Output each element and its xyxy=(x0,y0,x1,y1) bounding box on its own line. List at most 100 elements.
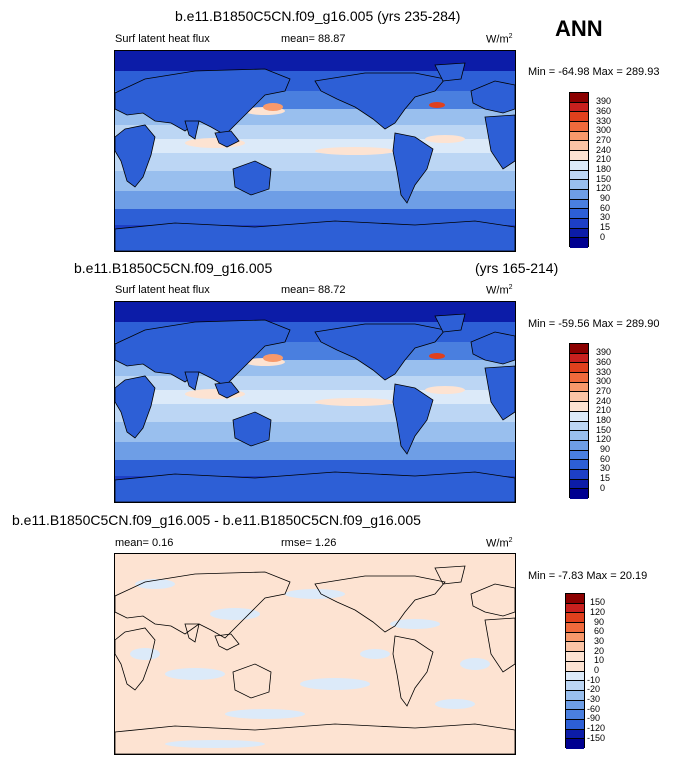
diff-patch xyxy=(460,658,490,670)
colorbar-swatch xyxy=(570,411,588,422)
coastline-eurasia xyxy=(115,571,291,639)
colorbar-tick-label: -90 xyxy=(587,713,601,724)
colorbar-tick-label: 180 xyxy=(596,164,612,174)
coastline-seasia xyxy=(214,633,240,651)
colorbar-swatch xyxy=(570,218,588,229)
colorbar-tick-label: 150 xyxy=(596,173,612,184)
colorbar-tick-label: 60 xyxy=(594,626,605,637)
colorbar-tick-label: 330 xyxy=(596,115,612,126)
colorbar-swatch xyxy=(570,160,588,171)
colorbar-tick-label: 30 xyxy=(600,212,611,223)
land-south-america xyxy=(392,383,434,455)
panel-1-map xyxy=(114,50,516,252)
coastline-south-america xyxy=(392,635,434,707)
colorbar-swatch xyxy=(566,661,584,672)
kuroshio-hotspot xyxy=(263,103,283,111)
coastline-africa-east-edge xyxy=(484,617,515,673)
land-africa-east-edge xyxy=(484,114,515,170)
colorbar-tick-label: 210 xyxy=(596,405,612,416)
flux-maximum xyxy=(425,386,465,394)
colorbar-tick-label: 120 xyxy=(596,183,612,194)
panel-3-mean-label: mean= 0.16 xyxy=(115,537,174,549)
colorbar-swatch xyxy=(570,209,588,219)
colorbar-tick-label: -60 xyxy=(587,703,601,714)
land-antarctica xyxy=(115,220,515,251)
land-greenland xyxy=(434,62,466,82)
land-europe xyxy=(470,331,515,365)
colorbar-swatch xyxy=(570,102,588,113)
coastline-australia xyxy=(232,663,272,699)
colorbar-tick-label: 240 xyxy=(596,144,612,155)
colorbar-swatch xyxy=(570,489,588,499)
flux-band xyxy=(115,191,515,209)
coastline-greenland xyxy=(434,565,466,585)
colorbar-tick-label: 150 xyxy=(590,597,606,608)
panel-3-units: W/m2 xyxy=(486,537,513,550)
colorbar-swatch xyxy=(570,199,588,210)
colorbar-swatch xyxy=(566,729,584,740)
gulf-stream-hotspot xyxy=(429,102,445,108)
land-india xyxy=(184,371,200,391)
flux-band xyxy=(115,442,515,460)
colorbar-tick-label: 90 xyxy=(600,444,611,455)
coastline-africa xyxy=(115,627,156,691)
panel-1-minmax: Min = -64.98 Max = 289.93 xyxy=(528,66,660,78)
land-africa-east-edge xyxy=(484,365,515,421)
panel-1-units: W/m2 xyxy=(486,33,513,46)
colorbar-tick-label: 30 xyxy=(600,463,611,474)
colorbar-tick-label: 120 xyxy=(590,606,606,617)
panel-3-map xyxy=(114,553,516,755)
colorbar-tick-label: -10 xyxy=(587,674,601,685)
panel-2-units: W/m2 xyxy=(486,284,513,297)
colorbar-swatch xyxy=(570,131,588,142)
colorbar-tick-label: 330 xyxy=(596,366,612,377)
colorbar-swatch xyxy=(570,353,588,364)
colorbar-tick-label: 30 xyxy=(594,635,605,646)
colorbar-swatch xyxy=(566,671,584,682)
panel-2-variable-label: Surf latent heat flux xyxy=(115,284,210,296)
colorbar-tick-label: 300 xyxy=(596,376,612,387)
colorbar-swatch xyxy=(570,228,588,239)
colorbar-swatch xyxy=(570,141,588,152)
colorbar-swatch xyxy=(566,652,584,662)
flux-maximum xyxy=(425,135,465,143)
flux-band xyxy=(115,171,515,191)
colorbar-swatch xyxy=(570,450,588,461)
colorbar-swatch xyxy=(566,594,584,604)
season-label: ANN xyxy=(555,16,603,41)
colorbar-swatch xyxy=(570,93,588,103)
panel-2-map xyxy=(114,301,516,503)
colorbar-swatch xyxy=(566,739,584,749)
colorbar-tick-label: 390 xyxy=(596,96,612,107)
panel-2-minmax: Min = -59.56 Max = 289.90 xyxy=(528,318,660,330)
diff-patch xyxy=(390,619,440,629)
colorbar-swatch xyxy=(570,469,588,480)
colorbar-tick-label: 15 xyxy=(600,222,611,233)
colorbar-swatch xyxy=(566,613,584,624)
colorbar-swatch xyxy=(570,170,588,181)
flux-band xyxy=(115,422,515,442)
colorbar-swatch xyxy=(570,421,588,432)
colorbar-swatch xyxy=(570,479,588,490)
land-seasia xyxy=(214,381,240,399)
flux-band xyxy=(115,153,515,171)
colorbar-tick-label: 180 xyxy=(596,415,612,425)
colorbar-tick-label: 90 xyxy=(594,616,605,627)
diff-patch xyxy=(285,589,345,599)
panel-1-title: b.e11.B1850C5CN.f09_g16.005 (yrs 235-284… xyxy=(175,8,461,24)
colorbar-tick-label: 60 xyxy=(600,202,611,213)
colorbar-tick-label: -150 xyxy=(587,732,606,743)
colorbar-tick-label: -30 xyxy=(587,694,601,705)
diff-patch xyxy=(165,740,265,748)
land-south-america xyxy=(392,132,434,204)
colorbar-tick-label: 240 xyxy=(596,395,612,406)
colorbar-swatch xyxy=(570,382,588,393)
flux-band xyxy=(115,404,515,422)
land-africa xyxy=(115,375,156,439)
colorbar-swatch xyxy=(570,460,588,470)
panel-2-colorbar xyxy=(569,343,589,499)
colorbar-tick-label: 150 xyxy=(596,424,612,435)
kuroshio-hotspot xyxy=(263,354,283,362)
colorbar-swatch xyxy=(566,642,584,653)
colorbar-swatch xyxy=(570,392,588,403)
